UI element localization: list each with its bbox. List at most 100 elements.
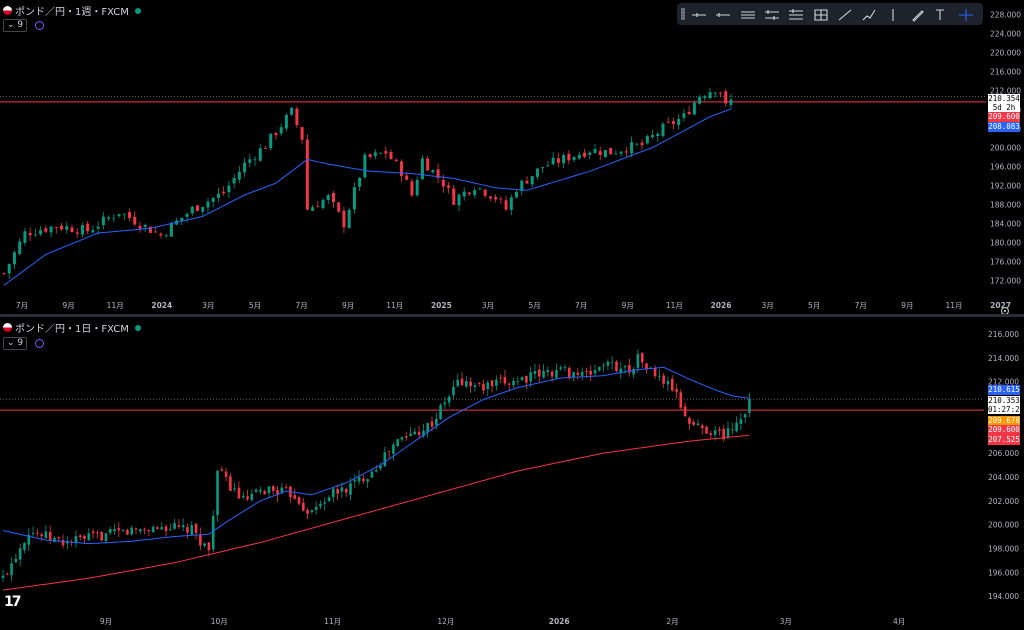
candle — [248, 153, 252, 168]
candle — [473, 187, 477, 199]
candle — [533, 363, 537, 380]
daily-indicator-toggle[interactable]: ⌄ 9 — [3, 337, 28, 350]
crosshair-icon[interactable] — [958, 7, 974, 21]
candle — [735, 416, 738, 433]
candle — [426, 155, 430, 171]
candle — [196, 204, 200, 212]
candle — [705, 425, 708, 435]
fib-channel-icon[interactable] — [788, 7, 804, 21]
candle — [300, 126, 304, 145]
candle — [635, 142, 639, 147]
horizontal-line-icon[interactable] — [691, 7, 707, 21]
candle — [336, 484, 339, 501]
candle — [624, 147, 628, 157]
daily-chart-pane[interactable]: 216.000214.000212.000210.000208.000206.0… — [0, 317, 1024, 630]
weekly-countdown-tag: 5d 2h — [988, 103, 1020, 112]
candle — [267, 486, 271, 498]
y-tick-label: 202.000 — [988, 497, 1019, 506]
candle — [74, 530, 78, 548]
weekly-symbol-title[interactable]: ポンド／円・1週・FXCM — [15, 7, 129, 18]
weekly-last-price-tag: 210.354 — [988, 94, 1020, 103]
candle — [279, 123, 283, 136]
candle — [121, 529, 125, 532]
candle — [488, 195, 492, 202]
candle — [181, 518, 185, 532]
indicator-icon[interactable] — [35, 339, 45, 348]
candle — [222, 186, 226, 196]
y-tick-label: 194.000 — [988, 592, 1019, 601]
moving-average-line[interactable] — [2, 366, 750, 545]
weekly-chart-svg[interactable]: 228.000 224.000 220.000 216.000 212.000 208.0… — [0, 0, 1024, 315]
candle — [394, 158, 398, 163]
y-tick-label: 200.000 — [988, 521, 1019, 530]
candle — [306, 507, 309, 520]
candle — [70, 539, 73, 547]
candle — [138, 528, 142, 534]
text-icon[interactable] — [934, 7, 950, 21]
x-tick-label: 3月 — [482, 301, 494, 310]
x-tick-label: 3月 — [202, 301, 214, 310]
candle — [499, 196, 503, 204]
candle — [128, 208, 132, 221]
candle — [567, 150, 571, 165]
daily-orange-tag: 209.678 — [988, 416, 1020, 426]
candle — [134, 527, 138, 534]
candle — [10, 557, 13, 582]
moving-average-200-line[interactable] — [2, 434, 750, 591]
daily-ma20-tag: 210.615 — [988, 385, 1020, 395]
x-tick-label: 11月 — [666, 301, 683, 310]
candle — [456, 373, 460, 388]
candle — [60, 222, 64, 231]
daily-symbol-title[interactable]: ポンド／円・1日・FXCM — [15, 324, 129, 335]
candle — [36, 528, 39, 538]
brush-icon[interactable] — [910, 7, 926, 22]
candle — [310, 509, 314, 515]
parallel-channel-icon[interactable] — [740, 7, 756, 21]
path-icon[interactable] — [861, 7, 877, 21]
candle — [269, 133, 273, 151]
indicator-icon[interactable] — [35, 21, 45, 30]
y-tick-label: 220.000 — [990, 49, 1021, 58]
candle — [562, 152, 566, 169]
candle — [628, 358, 631, 377]
candle — [206, 198, 210, 214]
candle — [237, 165, 241, 184]
settings-gear-icon[interactable] — [1000, 301, 1010, 316]
candle — [319, 500, 322, 510]
regression-trend-icon[interactable] — [764, 7, 780, 21]
candle — [556, 152, 560, 168]
candle — [507, 382, 511, 392]
trend-line-icon[interactable] — [837, 7, 853, 21]
candle — [370, 469, 374, 479]
y-tick-label: 180.000 — [990, 239, 1021, 248]
toolbar-grip-icon[interactable] — [681, 8, 685, 20]
weekly-indicator-toggle[interactable]: ⌄ 9 — [3, 19, 28, 32]
pane-divider[interactable] — [0, 314, 1024, 317]
candle — [636, 349, 640, 373]
candle — [687, 105, 691, 115]
tradingview-logo[interactable]: 17 — [4, 594, 22, 610]
candle — [31, 526, 35, 537]
daily-legend: ポンド／円・1日・FXCM — [3, 320, 141, 335]
fib-box-icon[interactable] — [813, 7, 829, 21]
candle — [326, 193, 330, 204]
weekly-chart-pane[interactable]: 228.000 224.000 220.000 216.000 212.000 208.0… — [0, 0, 1024, 316]
candle — [241, 491, 245, 500]
candle — [460, 372, 464, 387]
candle — [520, 179, 524, 196]
candle — [383, 446, 387, 467]
vertical-line-icon[interactable] — [885, 7, 901, 21]
candle — [151, 524, 155, 533]
candle — [7, 263, 11, 279]
daily-chart-svg[interactable]: 216.000214.000212.000210.000208.000206.0… — [0, 317, 1024, 630]
moving-average-line[interactable] — [3, 108, 732, 286]
candle — [683, 402, 687, 418]
y-tick-label: 192.000 — [990, 182, 1021, 191]
horizontal-ray-icon[interactable] — [715, 7, 731, 21]
candle — [661, 121, 665, 138]
x-tick-label: 11月 — [107, 301, 124, 310]
daily-countdown-tag: 01:27:29 — [988, 405, 1024, 414]
candle — [692, 419, 695, 427]
candle — [379, 152, 383, 154]
candle — [53, 536, 56, 543]
